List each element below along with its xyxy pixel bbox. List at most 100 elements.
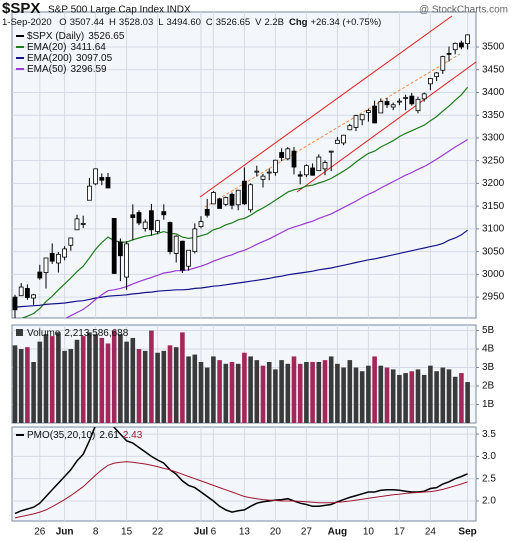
quote-key: H xyxy=(109,17,116,28)
candle-body xyxy=(359,114,365,121)
volume-bar xyxy=(266,361,272,423)
candle-body xyxy=(99,177,105,181)
volume-bar xyxy=(440,367,446,423)
volume-bar xyxy=(273,369,278,423)
candle-body xyxy=(167,222,173,253)
legend-entry: EMA(20) 3411.64 xyxy=(27,42,106,53)
candle-body xyxy=(142,221,148,229)
y-tick-label: 2B xyxy=(482,381,495,392)
volume-bar xyxy=(62,350,67,423)
y-tick-label: 3B xyxy=(482,362,495,373)
candle-body xyxy=(266,171,272,174)
y-tick-label: 2.0 xyxy=(482,496,496,507)
volume-bar xyxy=(192,354,198,423)
volume-bar xyxy=(68,349,74,423)
volume-bar xyxy=(254,360,260,423)
volume-bar xyxy=(136,349,142,423)
legend-value: 2.61 xyxy=(99,430,119,441)
legend-entry: Volume 2,213,586,688 xyxy=(27,328,129,339)
x-tick-label: 10 xyxy=(363,527,375,538)
x-tick-label: 24 xyxy=(425,527,437,538)
candle-body xyxy=(241,180,247,205)
y-tick-label: 3200 xyxy=(482,178,505,189)
volume-bar xyxy=(99,337,105,423)
x-tick-label: 8 xyxy=(93,527,99,538)
candle-body xyxy=(37,271,43,279)
volume-bar xyxy=(428,365,433,423)
candle-body xyxy=(328,150,334,153)
legend-value: 3296.59 xyxy=(70,64,107,75)
candle-body xyxy=(341,134,347,144)
volume-bar xyxy=(186,356,191,423)
x-tick-label: Aug xyxy=(328,527,347,538)
candle-body xyxy=(93,168,98,185)
y-tick-label: 3450 xyxy=(482,64,505,75)
candle-body xyxy=(124,243,129,278)
candle-body xyxy=(12,296,18,311)
candle-body xyxy=(403,97,409,99)
volume-bar xyxy=(409,371,415,423)
legend-name: EMA(20) xyxy=(27,42,66,53)
volume-bar xyxy=(155,352,160,423)
candle-body xyxy=(279,152,285,158)
candle-body xyxy=(409,95,415,105)
x-tick-label: Jun xyxy=(56,527,74,538)
legend-name: Volume xyxy=(27,328,61,339)
trend-line xyxy=(199,15,453,198)
quote-value: 3494.60 xyxy=(167,17,201,28)
volume-bar xyxy=(173,347,179,423)
volume-bar xyxy=(372,356,377,423)
candle-body xyxy=(24,288,30,298)
candle-body xyxy=(384,101,390,106)
volume-bar xyxy=(353,367,359,423)
chart-title: $SPX xyxy=(2,0,40,17)
candle-body xyxy=(427,77,433,85)
volume-bar xyxy=(43,334,49,423)
ema-line xyxy=(20,86,469,318)
pmo-line xyxy=(14,427,468,515)
y-tick-label: 3150 xyxy=(482,201,505,212)
volume-bar xyxy=(434,371,439,423)
y-tick-label: 3.5 xyxy=(482,429,496,440)
x-tick-label: 20 xyxy=(270,527,282,538)
volume-bar xyxy=(279,360,284,423)
ema-line xyxy=(65,138,468,318)
volume-bar xyxy=(118,334,123,423)
volume-bar xyxy=(204,367,210,423)
volume-bar xyxy=(124,341,129,423)
volume-bar xyxy=(242,352,247,423)
candle-body xyxy=(130,214,136,218)
volume-bar xyxy=(142,350,148,423)
candle-body xyxy=(186,249,192,267)
legend-entry: $SPX (Daily) 3526.65 xyxy=(27,31,125,42)
legend-name: $SPX (Daily) xyxy=(27,31,84,42)
x-tick-label: 22 xyxy=(152,527,164,538)
candle-body xyxy=(322,162,328,170)
candle-body xyxy=(378,101,384,114)
candle-body xyxy=(353,115,359,128)
volume-bar xyxy=(161,350,167,423)
volume-bar xyxy=(328,356,334,423)
volume-bar xyxy=(111,330,117,423)
volume-bar xyxy=(25,347,30,423)
candle-body xyxy=(49,253,55,262)
candle-body xyxy=(465,34,471,45)
volume-bar xyxy=(347,360,353,423)
candle-body xyxy=(148,210,154,231)
x-tick-label: 15 xyxy=(121,527,133,538)
candle-body xyxy=(31,294,37,299)
volume-bar xyxy=(341,367,346,423)
candle-body xyxy=(235,189,241,206)
candle-body xyxy=(248,184,254,211)
volume-bar xyxy=(223,363,229,423)
candle-body xyxy=(297,174,303,177)
quote-value: +26.34 (+0.75%) xyxy=(310,17,381,28)
candle-body xyxy=(229,193,235,206)
candle-body xyxy=(105,177,111,189)
volume-bar xyxy=(285,363,291,423)
volume-bar xyxy=(37,341,43,423)
candle-body xyxy=(434,72,440,77)
price-plot xyxy=(12,15,476,318)
volume-bar xyxy=(105,343,111,423)
volume-bar xyxy=(217,360,222,423)
